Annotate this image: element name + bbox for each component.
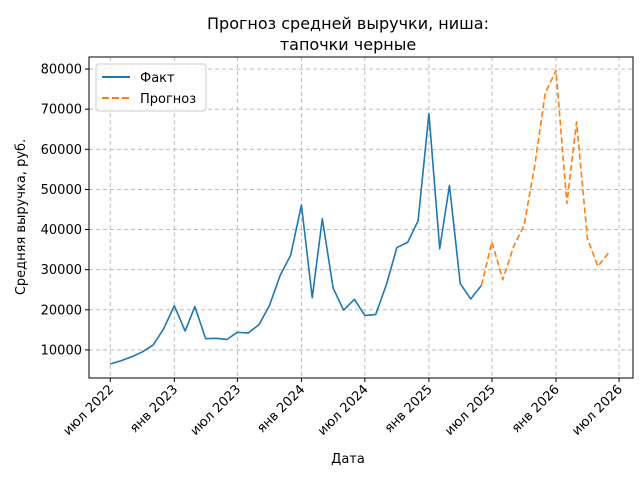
y-tick-label: 70000 [41, 103, 82, 118]
y-tick-label: 40000 [41, 223, 82, 238]
legend: Факт Прогноз [95, 63, 207, 112]
series-line-0 [110, 112, 483, 365]
chart-title-line-1: Прогноз средней выручки, ниша: [207, 14, 489, 33]
y-tick-label: 60000 [41, 143, 82, 158]
chart-title-line-2: тапочки черные [280, 35, 416, 54]
y-tick-label: 10000 [41, 343, 82, 358]
y-axis: 10000 20000 30000 40000 50000 60000 70000 80000 [41, 63, 89, 358]
plot-frame [88, 56, 634, 379]
grid [89, 57, 633, 378]
y-axis-label: Средняя выручка, руб. [14, 139, 29, 295]
y-tick-label: 80000 [41, 63, 82, 78]
series-line-1 [480, 69, 610, 286]
x-axis-label: Дата [331, 452, 365, 467]
series-group [110, 69, 610, 365]
y-tick-label: 50000 [41, 183, 82, 198]
y-tick-label: 30000 [41, 263, 82, 278]
legend-label-forecast: Прогноз [140, 92, 196, 107]
legend-label-fact: Факт [140, 71, 175, 86]
y-tick-label: 20000 [41, 303, 82, 318]
legend-box [95, 63, 207, 112]
